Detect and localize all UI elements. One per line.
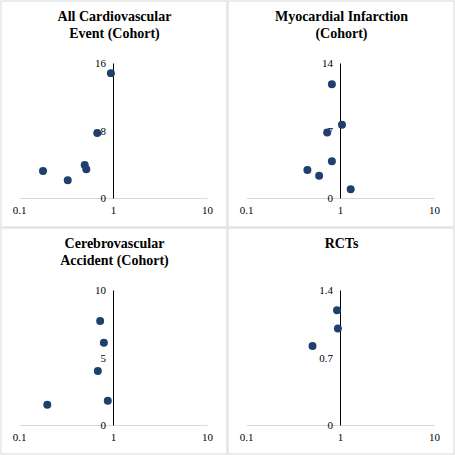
x-tick: 0.1 [240,198,254,216]
y-tick: 0 [328,419,341,431]
point [328,157,336,165]
x-tick-label: 1 [111,204,117,216]
x-tick: 0.1 [240,425,254,443]
x-tick: 10 [202,198,214,216]
title: RCTs [325,236,359,251]
point [347,185,355,193]
x-axis: 0.1 1 10 [13,425,214,443]
title: All CardiovascularEvent (Cohort) [58,9,172,42]
point [96,317,104,325]
x-tick: 1 [111,425,117,443]
x-axis: 0.1 1 10 [240,425,441,443]
point [333,306,341,314]
points [39,69,115,184]
x-tick: 10 [202,425,214,443]
point [82,165,90,173]
y-tick-label: 14 [322,57,334,69]
x-tick-label: 1 [338,431,344,443]
title: Myocardial Infarction(Cohort) [275,9,408,42]
panel: Myocardial Infarction(Cohort) 0.1 1 10 0714 [228,1,454,227]
point [104,397,112,405]
x-tick-label: 0.1 [240,204,254,216]
point [303,166,311,174]
y-tick: 16 [95,57,113,69]
x-tick: 1 [111,198,117,216]
y-tick: 0 [328,192,341,204]
x-tick: 10 [429,425,441,443]
point [43,401,51,409]
x-tick-label: 0.1 [13,204,27,216]
x-tick-label: 0.1 [13,431,27,443]
panel: CerebrovascularAccident (Cohort) 0.1 1 10 0 5… [1,228,227,454]
x-tick-label: 1 [338,204,344,216]
y-axis: 0 5 10 [95,284,114,431]
point [338,121,346,129]
y-tick-label: 0.7 [319,352,333,364]
x-tick-label: 0.1 [240,431,254,443]
x-tick-label: 10 [202,431,214,443]
y-axis-line [340,64,341,199]
y-tick-label: 0 [328,419,334,431]
points [309,306,342,350]
y-tick-label: 5 [101,352,107,364]
point [309,342,317,350]
y-axis-line [113,291,114,426]
y-tick-label: 8 [101,125,107,137]
points [43,317,111,409]
x-tick: 10 [429,198,441,216]
y-tick-label: 16 [95,57,107,69]
y-tick: 0 [101,192,114,204]
y-tick: 0.7 [319,352,340,364]
panel: All CardiovascularEvent (Cohort) 0.1 1 10 0 8… [1,1,227,227]
y-tick: 14 [322,57,340,69]
y-axis: 0714 [322,57,341,204]
points [303,80,354,193]
x-tick: 1 [338,198,344,216]
title: CerebrovascularAccident (Cohort) [60,236,169,269]
point [93,129,101,137]
point [64,176,72,184]
x-axis: 0.1 1 10 [13,198,214,216]
y-tick-label: 1.4 [319,284,333,296]
point [100,339,108,347]
figure: All CardiovascularEvent (Cohort)0.111008… [0,0,455,455]
y-tick-label: 0 [101,192,107,204]
x-tick-label: 10 [429,204,441,216]
y-tick: 0 [101,419,114,431]
point [94,367,102,375]
point [107,69,115,77]
y-axis-line [113,64,114,199]
point [323,128,331,136]
point [334,325,342,333]
x-tick-label: 10 [202,204,214,216]
point [328,80,336,88]
x-tick: 0.1 [13,198,27,216]
panel-border [228,228,454,454]
panel-border [228,1,454,227]
y-tick-label: 10 [95,284,107,296]
x-tick-label: 1 [111,431,117,443]
panel: RCTs 0.1 1 10 0 0.7 1.4 [228,228,454,454]
x-tick-label: 10 [429,431,441,443]
x-tick: 1 [338,425,344,443]
y-tick-label: 0 [101,419,107,431]
x-tick: 0.1 [13,425,27,443]
y-tick: 8 [101,125,114,137]
y-axis: 0 0.7 1.4 [319,284,340,431]
y-tick-label: 0 [328,192,334,204]
panel-border [1,1,227,227]
y-tick: 5 [101,352,114,364]
point [315,172,323,180]
y-tick: 10 [95,284,113,296]
y-tick: 1.4 [319,284,340,296]
panel-border [1,228,227,454]
point [39,167,47,175]
x-axis: 0.1 1 10 [240,198,441,216]
